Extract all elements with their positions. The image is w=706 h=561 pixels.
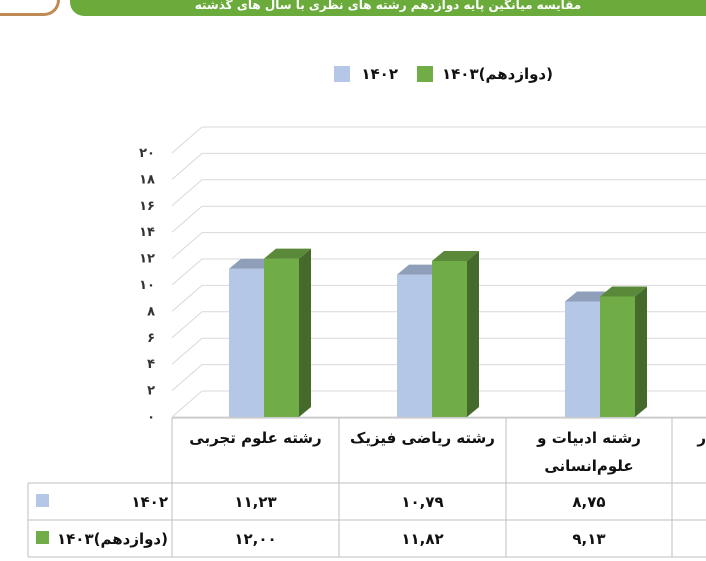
y-tick-label: ۱۴: [139, 225, 155, 240]
y-tick-label: ۲: [147, 384, 155, 399]
y-tick-label: ۶: [147, 331, 155, 346]
bar-top: [432, 250, 479, 261]
gridline: [171, 232, 706, 259]
y-tick-label: ۱۸: [139, 172, 155, 187]
legend-swatch: [417, 66, 433, 82]
category-label: رشته علوم تجربی: [189, 429, 321, 447]
gridline: [171, 258, 706, 286]
y-tick-label: ۱۲: [139, 252, 155, 267]
data-label: ۱۱,۲۳: [234, 493, 276, 511]
data-label: ۸,۷۵: [572, 493, 605, 511]
gridline: [171, 311, 706, 339]
category-label: رشته ریاضی فیزیک: [350, 429, 495, 447]
y-tick-label: ۰: [147, 410, 155, 425]
y-tick-label: ۲۰: [139, 146, 155, 161]
gridline: [171, 390, 706, 418]
gridline: [171, 205, 706, 233]
bar: [600, 296, 635, 417]
bar: [432, 260, 467, 417]
data-label: ۱۲,۰۰: [234, 530, 276, 548]
bar: [397, 274, 432, 417]
data-label: ۱۱,۸۲: [401, 530, 443, 548]
legend-label: ۱۴۰۲: [361, 65, 398, 83]
row-header: ۱۴۰۲: [131, 493, 168, 511]
y-tick-label: ۸: [147, 304, 155, 319]
y-tick-label: ۱۰: [139, 278, 155, 293]
gridline: [171, 284, 706, 312]
legend-swatch: [334, 66, 350, 82]
legend-key: [36, 494, 49, 507]
data-label: ۱۰,۷۹: [401, 493, 443, 511]
gridline: [171, 126, 706, 154]
legend-label: ۱۴۰۳(دوازدهم): [442, 65, 553, 83]
gridline: [171, 179, 706, 207]
gridline: [171, 337, 706, 365]
category-label: علوم‌انسانی: [544, 457, 633, 475]
chart-title: مقایسه میانگین پایه دوازدهم رشته های نظر…: [194, 0, 582, 12]
bar: [264, 258, 299, 417]
bar: [229, 268, 264, 417]
gridline: [171, 152, 706, 180]
y-tick-label: ۱۶: [139, 199, 155, 214]
legend-key: [36, 531, 49, 544]
data-label: ۹,۱۳: [572, 530, 605, 548]
bar-side: [299, 248, 311, 417]
category-label: رشته ادبیات و: [536, 429, 641, 447]
gridline: [171, 364, 706, 391]
category-label: ر: [696, 429, 706, 447]
bar: [565, 301, 600, 417]
bar-side: [467, 250, 479, 417]
bar-top: [264, 248, 311, 259]
bar-side: [635, 286, 647, 417]
y-tick-label: ۴: [147, 357, 155, 372]
bar-top: [600, 286, 647, 297]
chart-title-banner: مقایسه میانگین پایه دوازدهم رشته های نظر…: [70, 0, 706, 16]
row-header: ۱۴۰۳(دوازدهم): [57, 530, 168, 548]
